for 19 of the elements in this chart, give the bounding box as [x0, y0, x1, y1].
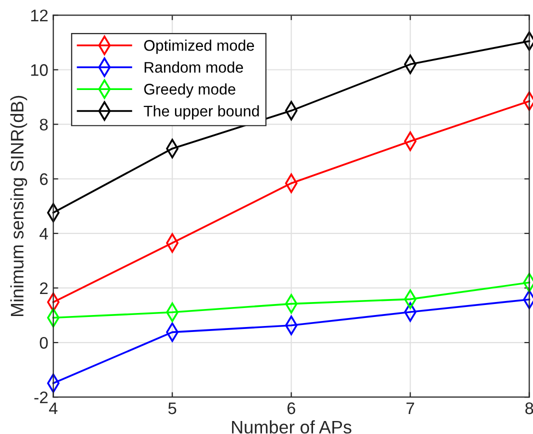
legend-label: The upper bound	[144, 105, 259, 120]
legend-label: Random mode	[144, 62, 243, 73]
y-tick-label: 2	[40, 282, 48, 294]
x-tick-label: 4	[49, 402, 58, 414]
y-tick-label: 8	[40, 118, 48, 131]
x-tick-label: 6	[287, 402, 296, 414]
x-tick-label: 5	[168, 402, 176, 414]
y-tick-label: 4	[40, 228, 48, 240]
x-axis-title: Number of APs	[232, 420, 352, 434]
y-tick-label: 0	[40, 336, 48, 349]
y-axis-title: Minimum sensing SINR(dB)	[10, 96, 28, 316]
legend-label: Optimized mode	[144, 40, 254, 54]
x-tick-label: 8	[525, 402, 533, 414]
y-tick-label: 10	[31, 64, 48, 76]
y-tick-label: -2	[34, 392, 48, 404]
x-tick-label: 7	[406, 402, 414, 414]
legend-label: Greedy mode	[144, 83, 236, 98]
y-tick-label: 6	[40, 173, 48, 186]
y-tick-label: 12	[31, 10, 48, 22]
